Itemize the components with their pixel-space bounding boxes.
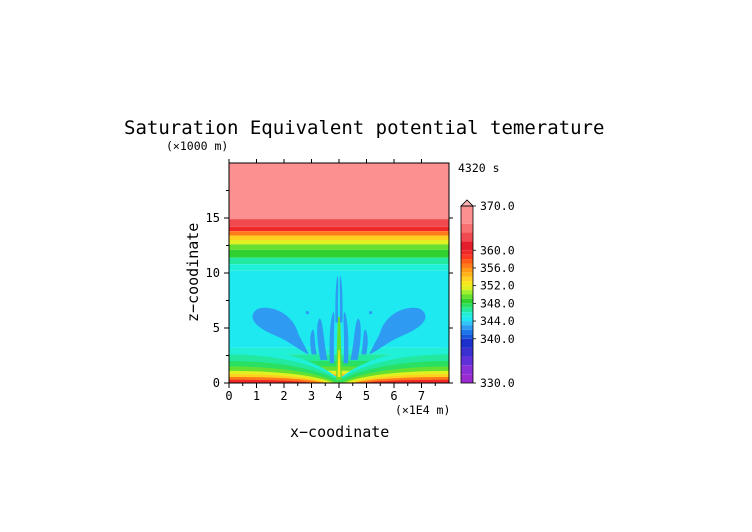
colorbar-segment [461,263,473,268]
updraft-column [336,317,342,380]
colorbar-segment [461,334,473,339]
x-tick-label: 2 [280,389,287,403]
y-tick-label: 5 [213,321,220,335]
colorbar-label: 360.0 [480,243,515,257]
x-tick-label: 0 [225,389,232,403]
x-axis: 0 1 2 3 4 5 6 7 [225,159,436,403]
cold-cell [369,311,373,315]
cold-cell [305,311,309,315]
y-axis: 0 5 10 15 [206,190,453,390]
cold-lobe [252,307,309,355]
colorbar-segment [461,290,473,295]
cold-filament [317,318,328,360]
colorbar [460,199,474,384]
x-unit-label: (×1E4 m) [395,403,450,417]
colorbar-labels: 370.0 360.0 356.0 352.0 348.0 344.0 340.0 330.0 [473,199,515,390]
x-tick-label: 6 [390,389,397,403]
colorbar-label: 330.0 [480,376,515,390]
updraft-core [337,350,341,377]
cold-filament [350,318,361,360]
y-unit-label: (×1000 m) [166,139,228,153]
y-tick-label: 10 [206,266,220,280]
colorbar-frame [460,205,474,384]
colorbar-segment [461,329,473,335]
colorbar-segment [461,267,473,273]
cold-lobe [369,307,426,355]
colorbar-segment [461,294,473,299]
x-tick-label: 3 [308,389,315,403]
colorbar-segment [461,307,473,313]
contour-band [229,163,449,220]
colorbar-segment [461,259,473,264]
x-axis-label: x−coodinate [290,423,389,441]
cold-filament [361,329,368,355]
colorbar-segment [461,285,473,291]
contour-band [229,226,449,232]
contour-band [229,240,449,245]
colorbar-label: 370.0 [480,199,515,213]
low-level-layer [229,379,449,383]
colorbar-segment [461,338,473,348]
colorbar-label: 340.0 [480,332,515,346]
colorbar-segment [461,241,473,251]
colorbar-label: 348.0 [480,296,515,310]
colorbar-segment [461,250,473,255]
cold-filament [335,275,339,323]
colorbar-label: 352.0 [480,279,515,293]
colorbar-label: 356.0 [480,261,515,275]
colorbar-segment [461,298,473,304]
colorbar-segment [461,254,473,260]
time-label: 4320 s [458,161,500,175]
cold-filament [329,311,335,364]
colorbar-segment [461,272,473,277]
colorbar-segment [461,276,473,282]
cold-filament [339,275,343,323]
colorbar-segment [461,232,473,242]
contour-band [229,219,449,227]
colorbar-segment [461,374,473,383]
colorbar-segment [461,206,473,224]
x-tick-label: 4 [335,389,342,403]
colorbar-segment [461,303,473,308]
contour-band [229,257,449,265]
y-tick-label: 0 [213,376,220,390]
x-tick-label: 1 [253,389,260,403]
x-tick-label: 7 [418,389,425,403]
cold-filament [343,311,349,364]
contour-field [229,163,449,383]
colorbar-segment [461,365,473,375]
x-tick-label: 5 [363,389,370,403]
colorbar-segment [461,281,473,286]
colorbar-segment [461,321,473,326]
colorbar-segment [461,347,473,357]
y-tick-label: 15 [206,211,220,225]
colorbar-label: 344.0 [480,314,515,328]
cold-filament [310,329,317,355]
colorbar-extension [460,199,474,207]
contour-band [229,235,449,240]
colorbar-segment [461,316,473,322]
colorbar-segment [461,356,473,366]
contour-band [229,264,449,271]
chart-title: Saturation Equivalent potential temeratu… [124,117,604,139]
contour-band [229,249,449,258]
colorbar-segment [461,223,473,233]
contour-band [229,231,449,236]
contour-band [229,244,449,250]
colorbar-segment [461,325,473,330]
colorbar-segment [461,312,473,317]
y-axis-label: z−coodinate [184,223,202,322]
